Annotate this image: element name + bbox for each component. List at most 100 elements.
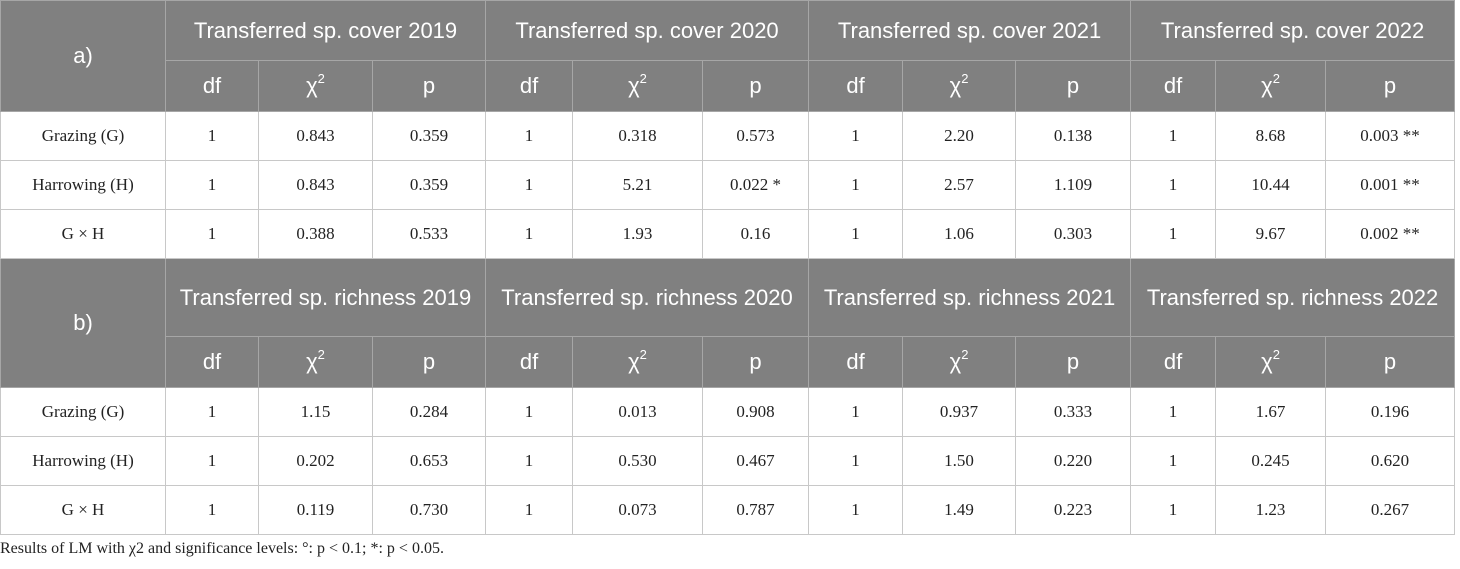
row-label: Grazing (G) — [0, 111, 166, 161]
cell: 0.937 — [902, 387, 1017, 437]
column-header-text: df — [1163, 73, 1183, 98]
column-header: p — [702, 336, 810, 388]
column-header-text: χ — [1261, 73, 1273, 98]
cell: 1 — [165, 387, 259, 437]
cell: 1 — [808, 387, 904, 437]
cell: 9.67 — [1215, 209, 1327, 259]
cell: 1 — [1130, 387, 1217, 437]
cell: 1.93 — [572, 209, 704, 259]
column-header-text: df — [519, 73, 539, 98]
column-header: df — [808, 60, 904, 112]
body-row: Grazing (G) 1 1.15 0.284 1 0.013 0.908 1 0.937 0.… — [0, 387, 1456, 437]
column-header: χ2 — [902, 336, 1017, 388]
cell: 0.022 * — [702, 160, 810, 210]
cell: 0.333 — [1015, 387, 1132, 437]
cell: 1 — [1130, 160, 1217, 210]
cell: 0.003 ** — [1325, 111, 1456, 161]
column-header: df — [808, 336, 904, 388]
group-header: Transferred sp. richness 2021 — [808, 258, 1132, 337]
group-header: Transferred sp. cover 2020 — [485, 0, 810, 61]
column-header-text: χ — [949, 73, 962, 98]
body-row: G × H 1 0.388 0.533 1 1.93 0.16 1 1.06 0.303 1 9.67… — [0, 209, 1456, 259]
column-header-text: p — [1383, 73, 1397, 98]
cell: 1 — [808, 485, 904, 535]
cell: 0.223 — [1015, 485, 1132, 535]
column-header-sup: 2 — [961, 347, 969, 362]
column-header: χ2 — [1215, 336, 1327, 388]
cell: 0.359 — [371, 160, 487, 210]
cell: 0.843 — [258, 111, 373, 161]
cell: 0.653 — [371, 436, 487, 486]
cell: 1.15 — [258, 387, 373, 437]
cell: 0.245 — [1215, 436, 1327, 486]
cell: 0.843 — [258, 160, 373, 210]
cell: 1 — [485, 209, 574, 259]
cell: 0.787 — [702, 485, 810, 535]
column-header: p — [1325, 336, 1456, 388]
column-header-sup: 2 — [639, 347, 647, 362]
column-header-text: p — [422, 349, 436, 374]
cell: 1 — [485, 436, 574, 486]
body-row: Grazing (G) 1 0.843 0.359 1 0.318 0.573 1 2.20 0.… — [0, 111, 1456, 161]
cell: 0.013 — [572, 387, 704, 437]
cell: 0.388 — [258, 209, 373, 259]
cell: 0.533 — [371, 209, 487, 259]
column-header: p — [702, 60, 810, 112]
column-header-text: df — [519, 349, 539, 374]
results-table: a) Transferred sp. cover 2019 Transferred … — [0, 0, 1456, 535]
column-header: p — [1015, 336, 1132, 388]
column-header: p — [371, 336, 487, 388]
cell: 10.44 — [1215, 160, 1327, 210]
column-header-text: χ — [628, 73, 640, 98]
group-header: Transferred sp. richness 2022 — [1130, 258, 1456, 337]
column-header: df — [1130, 60, 1217, 112]
cell: 1 — [485, 160, 574, 210]
cell: 1 — [165, 160, 259, 210]
section-label: a) — [0, 0, 166, 112]
cell: 1 — [485, 111, 574, 161]
cell: 0.318 — [572, 111, 704, 161]
cell: 0.303 — [1015, 209, 1132, 259]
cell: 0.202 — [258, 436, 373, 486]
group-header-row: b) Transferred sp. richness 2019 Transferr… — [0, 258, 1456, 388]
row-label: Harrowing (H) — [0, 436, 166, 486]
column-header-text: χ — [1261, 349, 1273, 374]
cell: 0.908 — [702, 387, 810, 437]
table-note: Results of LM with χ2 and significance l… — [0, 540, 444, 557]
column-header-text: χ — [628, 349, 640, 374]
cell: 0.16 — [702, 209, 810, 259]
cell: 0.467 — [702, 436, 810, 486]
group-header: Transferred sp. cover 2019 — [164, 0, 487, 61]
group-header: Transferred sp. richness 2019 — [164, 258, 487, 337]
column-header-text: df — [202, 349, 222, 374]
column-header: χ2 — [258, 336, 373, 388]
column-header-row: df χ2 p df χ2 p df χ2 p df χ2 p — [1, 336, 1456, 388]
column-header: df — [485, 60, 574, 112]
column-header-text: df — [846, 73, 865, 98]
cell: 1.49 — [902, 485, 1017, 535]
cell: 0.119 — [258, 485, 373, 535]
cell: 1.23 — [1215, 485, 1327, 535]
row-label: G × H — [0, 209, 166, 259]
body-row: Harrowing (H) 1 0.843 0.359 1 5.21 0.022 * 1 2.5… — [0, 160, 1456, 210]
column-header-text: p — [749, 73, 762, 98]
cell: 0.001 ** — [1325, 160, 1456, 210]
cell: 1 — [808, 209, 904, 259]
cell: 0.359 — [371, 111, 487, 161]
column-header-text: p — [1383, 349, 1397, 374]
column-header-text: χ — [949, 349, 962, 374]
column-header-text: df — [202, 73, 222, 98]
row-label: Harrowing (H) — [0, 160, 166, 210]
column-header: df — [165, 60, 259, 112]
cell: 5.21 — [572, 160, 704, 210]
cell: 0.138 — [1015, 111, 1132, 161]
cell: 1 — [165, 485, 259, 535]
cell: 1 — [165, 111, 259, 161]
group-header-row: a) Transferred sp. cover 2019 Transferred … — [0, 0, 1456, 112]
cell: 1 — [1130, 209, 1217, 259]
column-header: df — [165, 336, 259, 388]
cell: 2.57 — [902, 160, 1017, 210]
cell: 0.267 — [1325, 485, 1456, 535]
cell: 0.284 — [371, 387, 487, 437]
